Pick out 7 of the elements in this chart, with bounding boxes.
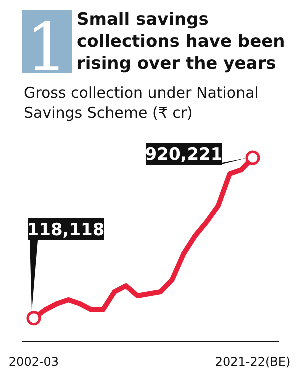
text: 1 [26,9,68,86]
chart-subtitle: Gross collection under National Savings Scheme (₹ cr) [24,84,259,122]
x-tick-label: 2002-03 [8,355,60,369]
data-label: 118,118 [27,220,105,240]
data-label: 920,221 [145,145,223,165]
chart-title: Small savings collections have been rising over the years [77,10,286,74]
x-tick-label: 2021-22(BE) [215,355,291,369]
